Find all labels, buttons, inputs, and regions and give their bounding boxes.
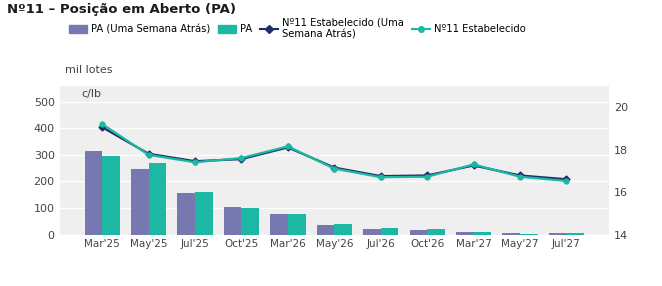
Nº11 Estabelecido (Uma
Semana Atrás) xyxy=(563,178,571,181)
Bar xyxy=(316,225,334,235)
Bar xyxy=(567,233,584,235)
Legend: PA (Uma Semana Atrás), PA, Nº11 Estabelecido (Uma
Semana Atrás), Nº11 Estabeleci: PA (Uma Semana Atrás), PA, Nº11 Estabele… xyxy=(65,13,530,43)
Line: Nº11 Estabelecido (Uma
Semana Atrás): Nº11 Estabelecido (Uma Semana Atrás) xyxy=(100,125,569,182)
Nº11 Estabelecido xyxy=(330,167,338,170)
Bar xyxy=(363,229,381,235)
Bar xyxy=(427,229,445,235)
Nº11 Estabelecido (Uma
Semana Atrás) xyxy=(98,126,106,129)
Bar xyxy=(549,233,567,235)
Nº11 Estabelecido (Uma
Semana Atrás) xyxy=(469,164,477,167)
Nº11 Estabelecido xyxy=(284,145,292,148)
Nº11 Estabelecido xyxy=(377,175,385,179)
Bar xyxy=(177,192,195,235)
Nº11 Estabelecido xyxy=(423,175,431,178)
Nº11 Estabelecido (Uma
Semana Atrás) xyxy=(238,157,246,161)
Bar xyxy=(148,163,166,235)
Bar xyxy=(102,156,120,235)
Bar xyxy=(456,232,473,235)
Nº11 Estabelecido (Uma
Semana Atrás) xyxy=(377,174,385,178)
Nº11 Estabelecido (Uma
Semana Atrás) xyxy=(516,174,524,177)
Nº11 Estabelecido xyxy=(238,156,246,160)
Bar xyxy=(270,214,288,235)
Bar xyxy=(242,208,259,235)
Nº11 Estabelecido xyxy=(98,122,106,126)
Bar xyxy=(520,234,538,235)
Text: Nº11 – Posição em Aberto (PA): Nº11 – Posição em Aberto (PA) xyxy=(7,3,236,16)
Text: mil lotes: mil lotes xyxy=(65,65,113,76)
Bar xyxy=(410,230,427,235)
Nº11 Estabelecido xyxy=(516,175,524,178)
Nº11 Estabelecido (Uma
Semana Atrás) xyxy=(144,152,152,156)
Bar xyxy=(334,225,352,235)
Line: Nº11 Estabelecido: Nº11 Estabelecido xyxy=(100,122,569,183)
Nº11 Estabelecido (Uma
Semana Atrás) xyxy=(423,174,431,177)
Nº11 Estabelecido (Uma
Semana Atrás) xyxy=(330,166,338,169)
Bar xyxy=(85,151,102,235)
Bar xyxy=(502,233,520,235)
Text: c/lb: c/lb xyxy=(81,89,101,99)
Nº11 Estabelecido xyxy=(144,153,152,156)
Bar xyxy=(131,169,148,235)
Nº11 Estabelecido (Uma
Semana Atrás) xyxy=(191,160,199,163)
Nº11 Estabelecido xyxy=(191,160,199,164)
Bar xyxy=(288,214,306,235)
Bar xyxy=(224,207,242,235)
Nº11 Estabelecido xyxy=(469,163,477,166)
Nº11 Estabelecido (Uma
Semana Atrás) xyxy=(284,146,292,149)
Bar xyxy=(381,228,399,235)
Bar xyxy=(195,192,213,235)
Nº11 Estabelecido xyxy=(563,179,571,183)
Bar xyxy=(473,232,491,235)
